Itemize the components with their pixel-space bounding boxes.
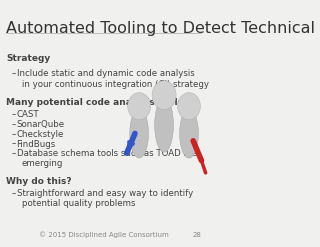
Text: CAST: CAST (17, 110, 39, 119)
Text: –: – (12, 140, 16, 148)
Text: in your continuous integration (CI) strategy: in your continuous integration (CI) stra… (22, 80, 209, 89)
Text: Database schema tools such as TOAD are: Database schema tools such as TOAD are (17, 149, 197, 158)
Circle shape (152, 81, 176, 109)
Text: Include static and dynamic code analysis: Include static and dynamic code analysis (17, 69, 194, 78)
Text: –: – (12, 69, 16, 78)
Ellipse shape (130, 109, 148, 158)
Text: Checkstyle: Checkstyle (17, 130, 64, 139)
Circle shape (128, 93, 151, 120)
Circle shape (178, 93, 200, 120)
Text: –: – (12, 149, 16, 158)
Text: emerging: emerging (22, 159, 63, 168)
Text: © 2015 Disciplined Agile Consortium: © 2015 Disciplined Agile Consortium (39, 232, 169, 238)
Text: –: – (12, 189, 16, 198)
Text: Many potential code analysis tools:: Many potential code analysis tools: (6, 98, 187, 106)
Text: Why do this?: Why do this? (6, 177, 72, 185)
Text: 28: 28 (193, 232, 202, 238)
Text: potential quality problems: potential quality problems (22, 199, 135, 208)
Text: FindBugs: FindBugs (17, 140, 56, 148)
Text: –: – (12, 120, 16, 129)
Text: Strategy: Strategy (6, 54, 51, 63)
Text: –: – (12, 110, 16, 119)
Ellipse shape (180, 109, 198, 158)
Text: –: – (12, 130, 16, 139)
Ellipse shape (155, 98, 173, 152)
Text: Automated Tooling to Detect Technical Debt: Automated Tooling to Detect Technical De… (6, 21, 320, 36)
Text: Straightforward and easy way to identify: Straightforward and easy way to identify (17, 189, 193, 198)
Text: SonarQube: SonarQube (17, 120, 65, 129)
